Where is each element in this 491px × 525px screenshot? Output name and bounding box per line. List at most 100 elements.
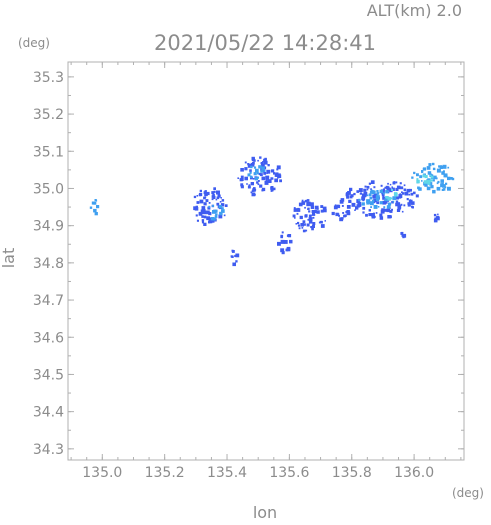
- radar-echo-cell: [250, 191, 253, 194]
- radar-echo-cell: [387, 215, 391, 219]
- radar-echo-cell: [270, 190, 273, 192]
- radar-echo-cell: [267, 179, 272, 183]
- radar-echo-cell: [361, 196, 366, 201]
- radar-echo-cell: [353, 192, 356, 196]
- radar-echo-cell: [376, 192, 380, 195]
- radar-echo-cell: [270, 186, 274, 190]
- radar-echo-cell: [355, 206, 359, 210]
- radar-echo-cell: [331, 211, 335, 216]
- radar-echo-cell: [308, 210, 311, 213]
- radar-echo-cell: [311, 210, 315, 214]
- radar-echo-cell: [371, 215, 375, 219]
- radar-echo-cell: [286, 247, 291, 252]
- radar-echo-cell: [316, 210, 320, 214]
- radar-echo-cell: [364, 185, 367, 188]
- radar-echo-cell: [201, 219, 205, 222]
- radar-echo-cell: [301, 201, 306, 205]
- radar-echo-cell: [240, 184, 243, 187]
- radar-echo-cell: [421, 170, 424, 173]
- radar-echo-cell: [95, 199, 98, 202]
- radar-echo-cell: [447, 186, 451, 191]
- radar-echo-cell: [391, 188, 394, 191]
- radar-echo-cell: [93, 201, 97, 205]
- radar-echo-cell: [289, 239, 293, 244]
- radar-echo-cell: [400, 186, 404, 190]
- radar-echo-cell: [445, 182, 448, 185]
- radar-echo-cell: [366, 201, 370, 205]
- radar-echo-cell: [260, 162, 264, 165]
- radar-echo-cell: [302, 220, 306, 224]
- radar-echo-cell: [436, 215, 440, 219]
- radar-echo-cell: [220, 203, 225, 207]
- radar-echo-cell: [351, 202, 356, 207]
- radar-echo-cell: [204, 192, 208, 197]
- radar-echo-cell: [205, 199, 209, 202]
- radar-echo-cell: [346, 192, 350, 196]
- radar-echo-cell: [392, 181, 396, 185]
- radar-echo-cell: [341, 217, 344, 220]
- radar-echo-cell: [301, 227, 304, 229]
- radar-echo-cell: [308, 217, 313, 222]
- radar-echo-cell: [337, 213, 340, 216]
- radar-echo-cell: [387, 202, 392, 206]
- radar-echo-cell: [244, 176, 248, 181]
- radar-echo-cell: [203, 202, 207, 206]
- radar-echo-cell: [408, 199, 413, 204]
- radar-echo-cell: [255, 168, 259, 173]
- radar-echo-cell: [258, 165, 262, 169]
- radar-echo-cell: [251, 192, 256, 197]
- radar-echo-cell: [310, 226, 313, 229]
- radar-echo-cell: [304, 199, 308, 203]
- radar-echo-cell: [96, 205, 100, 209]
- radar-echo-cell: [440, 183, 444, 188]
- radar-echo-cell: [266, 176, 269, 179]
- x-unit-label: (deg): [452, 486, 484, 500]
- radar-echo-cell: [432, 179, 435, 182]
- radar-echo-cell: [309, 215, 312, 218]
- radar-echo-cell: [397, 208, 401, 212]
- radar-echo-cell: [295, 223, 298, 225]
- radar-echo-cell: [349, 187, 353, 192]
- radar-echo-cell: [257, 180, 260, 182]
- radar-echo-cell: [366, 188, 369, 191]
- radar-echo-cell: [263, 158, 267, 163]
- x-tick-label: 135.8: [332, 465, 372, 481]
- axis-ticks: 135.0 135.2 135.4 135.6 135.8 136.0 35.3 35.2 35…: [33, 62, 464, 481]
- radar-echo-cell: [232, 262, 236, 267]
- radar-echo-cell: [203, 208, 206, 211]
- radar-echo-cell: [366, 185, 370, 189]
- radar-echo-cell: [251, 156, 255, 161]
- y-tick-label: 34.5: [33, 367, 64, 383]
- radar-echo-cell: [389, 188, 393, 193]
- radar-echo-cell: [320, 220, 323, 224]
- radar-echo-cell: [216, 202, 220, 206]
- radar-echo-cell: [443, 170, 445, 173]
- radar-echo-cell: [389, 209, 393, 213]
- radar-echo-cell: [201, 215, 204, 218]
- radar-echo-cell: [423, 180, 428, 184]
- radar-echo-cell: [375, 196, 378, 199]
- radar-echo-cell: [306, 202, 310, 207]
- radar-echo-cell: [384, 197, 388, 202]
- radar-echo-cell: [403, 184, 406, 187]
- radar-echo-cell: [235, 253, 240, 258]
- radar-echo-cell: [264, 157, 267, 161]
- radar-echo-cell: [382, 188, 386, 191]
- radar-echo-cell: [413, 171, 416, 175]
- radar-echo-cell: [379, 201, 383, 205]
- radar-echo-cell: [219, 201, 222, 203]
- radar-echo-cell: [264, 167, 267, 170]
- radar-echo-cell: [212, 217, 216, 221]
- radar-echo-cell: [293, 207, 296, 209]
- radar-echo-cell: [369, 196, 373, 200]
- radar-echo-cell: [239, 178, 243, 182]
- radar-echo-cell: [441, 171, 444, 174]
- radar-echo-cell: [261, 187, 266, 192]
- radar-echo-cell: [202, 210, 207, 215]
- y-tick-label: 35.3: [33, 70, 64, 86]
- timestamp-title: 2021/05/22 14:28:41: [154, 31, 376, 55]
- radar-echo-cell: [312, 222, 316, 225]
- radar-echo-cell: [259, 173, 263, 177]
- radar-echo-cell: [373, 215, 376, 218]
